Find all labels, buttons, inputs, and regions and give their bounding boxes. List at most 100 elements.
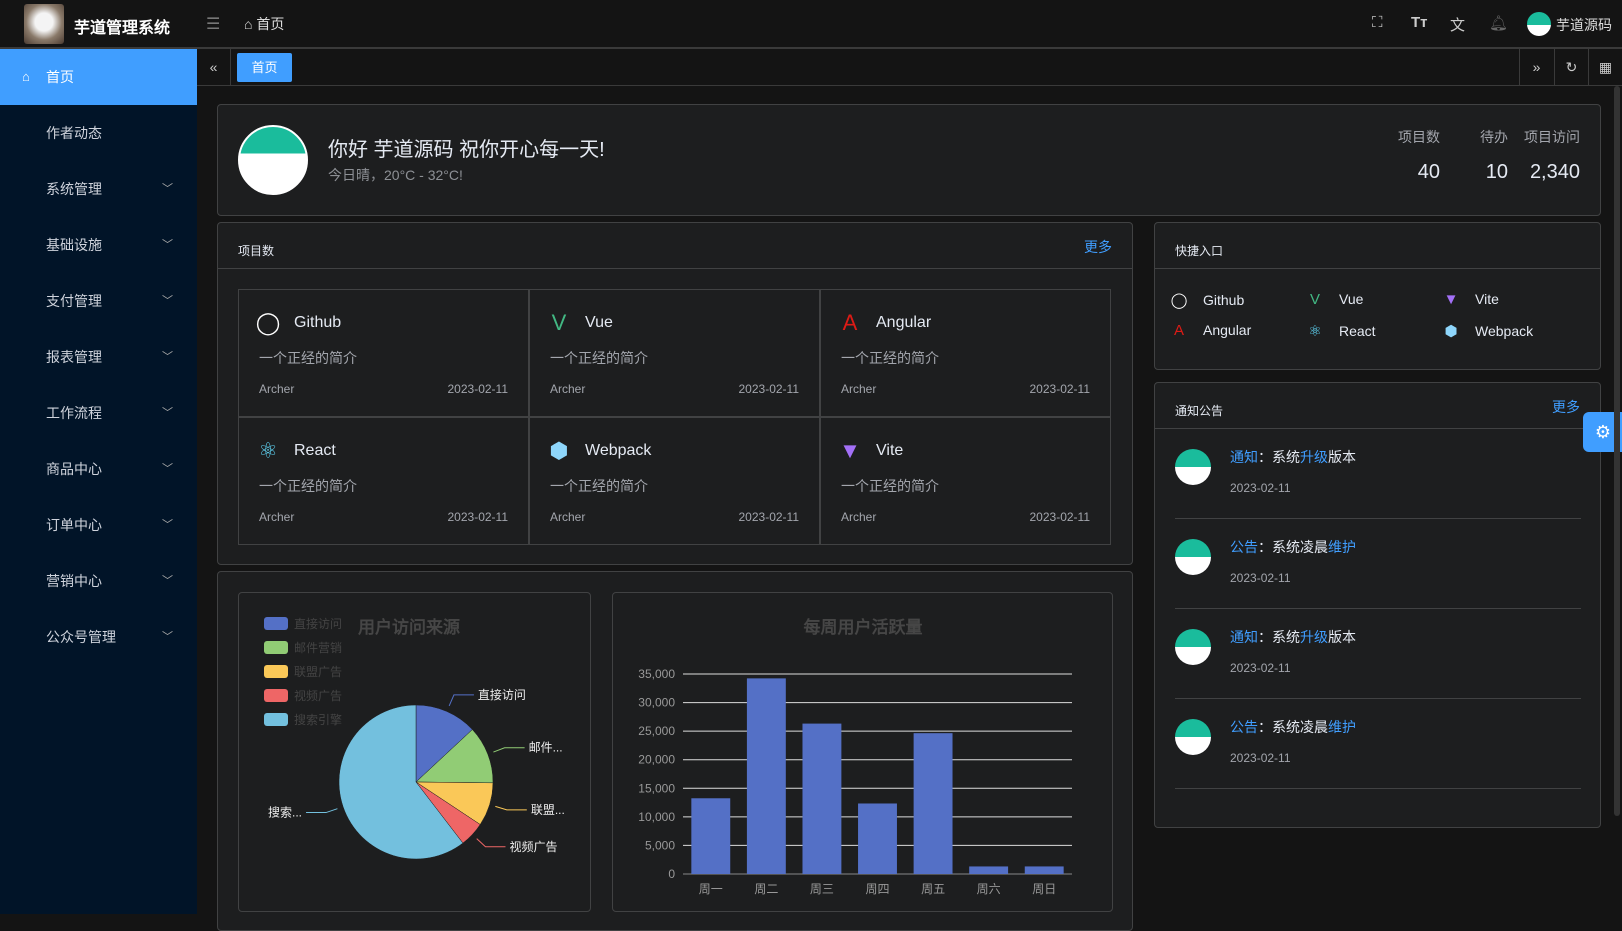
user-avatar[interactable] [1527, 12, 1551, 36]
notice-text: 系统 [1272, 629, 1300, 645]
legend-label[interactable]: 联盟广告 [294, 665, 342, 679]
sidebar-item[interactable]: 报表管理 ﹀ [0, 329, 197, 385]
sidebar-item[interactable]: 工作流程 ﹀ [0, 385, 197, 441]
sidebar-item[interactable]: 订单中心 ﹀ [0, 497, 197, 553]
sidebar-item[interactable]: 系统管理 ﹀ [0, 161, 197, 217]
weather: 今日晴，20°C - 32°C! [328, 167, 463, 183]
sidebar-item[interactable]: ⌂ 首页 [0, 49, 197, 105]
x-tick-label: 周四 [865, 882, 889, 896]
bar[interactable] [691, 798, 731, 874]
project-card[interactable]: ▼ Vite 一个正经的简介 Archer 2023-02-11 [820, 417, 1111, 545]
pie-slice[interactable] [415, 729, 494, 784]
home-icon: ⌂ [22, 69, 30, 84]
project-author: Archer [841, 510, 877, 524]
legend-swatch[interactable] [264, 617, 288, 630]
project-date: 2023-02-11 [738, 510, 800, 524]
scrollbar[interactable] [1614, 86, 1620, 816]
quick-entry-card: 快捷入口 ◯ Github V Vue ▼ Vite A Angular ⚛ React ⬢ Webp… [1154, 222, 1601, 370]
projects-more-link[interactable]: 更多 [1084, 239, 1112, 255]
fullscreen-icon[interactable]: ⛶ [1372, 14, 1383, 31]
legend-swatch[interactable] [264, 689, 288, 702]
quick-entry-angular[interactable]: A Angular [1169, 322, 1251, 339]
notice-more-link[interactable]: 更多 [1552, 399, 1580, 415]
notice-item[interactable]: 公告：系统凌晨维护 2023-02-11 [1175, 519, 1581, 609]
x-tick-label: 周日 [1032, 882, 1056, 896]
bar[interactable] [1024, 866, 1064, 874]
breadcrumb[interactable]: ⌂ 首页 [244, 14, 284, 34]
project-date: 2023-02-11 [447, 510, 509, 524]
tab-home[interactable]: 首页 [237, 53, 292, 82]
bar[interactable] [858, 803, 897, 874]
slice-label: 联盟... [531, 803, 565, 817]
legend-swatch[interactable] [264, 641, 288, 654]
bar-chart-panel: 每周用户活跃量 0 5,000 10,000 15,000 20,000 25,000 30,… [612, 592, 1113, 912]
project-card[interactable]: ◯ Github 一个正经的简介 Archer 2023-02-11 [238, 289, 529, 417]
menu-fold-icon[interactable]: ☰ [206, 16, 221, 33]
scroll-left-icon[interactable]: « [197, 49, 231, 86]
sidebar-item[interactable]: 支付管理 ﹀ [0, 273, 197, 329]
react-icon: ⚛ [1308, 323, 1322, 340]
legend-label[interactable]: 搜索引擎 [294, 712, 342, 727]
bar[interactable] [802, 723, 842, 874]
chevron-down-icon: ﹀ [162, 575, 173, 587]
quick-entry-github[interactable]: ◯ Github [1169, 291, 1245, 309]
legend-swatch[interactable] [264, 665, 288, 678]
stat-value: 40 [1417, 161, 1440, 183]
notice-date: 2023-02-11 [1230, 481, 1291, 495]
label-line [495, 805, 527, 811]
pie-chart: 用户访问来源直接访问邮件营销联盟广告视频广告搜索引擎直接访问邮件...联盟...… [264, 616, 565, 860]
refresh-icon[interactable]: ↻ [1554, 49, 1588, 86]
legend-swatch[interactable] [264, 713, 288, 726]
notice-item[interactable]: 通知：系统升级版本 2023-02-11 [1175, 429, 1581, 519]
legend-label[interactable]: 邮件营销 [294, 641, 342, 655]
sidebar-item-label: 首页 [46, 69, 74, 85]
quick-entry-webpack[interactable]: ⬢ Webpack [1441, 322, 1533, 340]
project-desc: 一个正经的简介 [841, 350, 939, 366]
projects-title: 项目数 [238, 244, 275, 258]
chevron-down-icon: ﹀ [162, 407, 173, 419]
pie-slice[interactable] [338, 704, 464, 860]
sidebar-item[interactable]: 公众号管理 ﹀ [0, 609, 197, 665]
bell-icon[interactable]: 🔔︎ [1489, 15, 1509, 32]
pie-slice[interactable] [415, 704, 473, 783]
font-size-icon[interactable]: Tт [1411, 14, 1428, 31]
user-name[interactable]: 芋道源码 [1556, 17, 1612, 33]
project-card[interactable]: A Angular 一个正经的简介 Archer 2023-02-11 [820, 289, 1111, 417]
legend-label[interactable]: 直接访问 [294, 616, 342, 631]
legend-label[interactable]: 视频广告 [294, 688, 342, 703]
notice-text: 系统凌晨 [1272, 539, 1328, 555]
angular-icon: A [1173, 322, 1184, 339]
home-icon: ⌂ [244, 16, 257, 32]
quick-entry-vue[interactable]: V Vue [1305, 291, 1363, 308]
sidebar-item[interactable]: 营销中心 ﹀ [0, 553, 197, 609]
notice-highlight: 维护 [1328, 719, 1356, 735]
sidebar-item[interactable]: 作者动态 [0, 105, 197, 161]
bar-chart: 每周用户活跃量 0 5,000 10,000 15,000 20,000 25,000 30,… [638, 617, 1072, 896]
project-card[interactable]: V Vue 一个正经的简介 Archer 2023-02-11 [529, 289, 820, 417]
project-card[interactable]: ⬢ Webpack 一个正经的简介 Archer 2023-02-11 [529, 417, 820, 545]
bar[interactable] [969, 866, 1009, 874]
bar[interactable] [913, 733, 953, 874]
quick-entry-label: Webpack [1475, 323, 1534, 339]
sidebar-item[interactable]: 基础设施 ﹀ [0, 217, 197, 273]
bar[interactable] [746, 678, 786, 874]
translate-icon[interactable]: 文 [1450, 17, 1466, 34]
scroll-right-icon[interactable]: » [1519, 49, 1553, 86]
quick-title: 快捷入口 [1175, 244, 1224, 258]
quick-entry-react[interactable]: ⚛ React [1305, 322, 1375, 340]
quick-entry-label: Angular [1203, 322, 1252, 338]
notice-type: 公告 [1230, 719, 1258, 735]
sidebar-item-label: 营销中心 [46, 573, 102, 589]
notice-item[interactable]: 通知：系统升级版本 2023-02-11 [1175, 609, 1581, 699]
project-card[interactable]: ⚛ React 一个正经的简介 Archer 2023-02-11 [238, 417, 529, 545]
project-desc: 一个正经的简介 [550, 350, 648, 366]
sidebar-item[interactable]: 商品中心 ﹀ [0, 441, 197, 497]
quick-entry-vite[interactable]: ▼ Vite [1441, 291, 1499, 308]
notice-date: 2023-02-11 [1230, 751, 1291, 765]
sidebar: ⌂ 首页作者动态 系统管理 ﹀ 基础设施 ﹀ 支付管理 ﹀ 报表管理 ﹀ 工作流程 ﹀ 商品中心 ﹀ 订单中… [0, 49, 197, 914]
notice-avatar [1175, 539, 1211, 575]
notice-sep: ： [1258, 449, 1272, 465]
react-icon: ⚛ [258, 438, 278, 463]
grid-menu-icon[interactable]: ▦ [1588, 49, 1622, 86]
notice-item[interactable]: 公告：系统凌晨维护 2023-02-11 [1175, 699, 1581, 789]
